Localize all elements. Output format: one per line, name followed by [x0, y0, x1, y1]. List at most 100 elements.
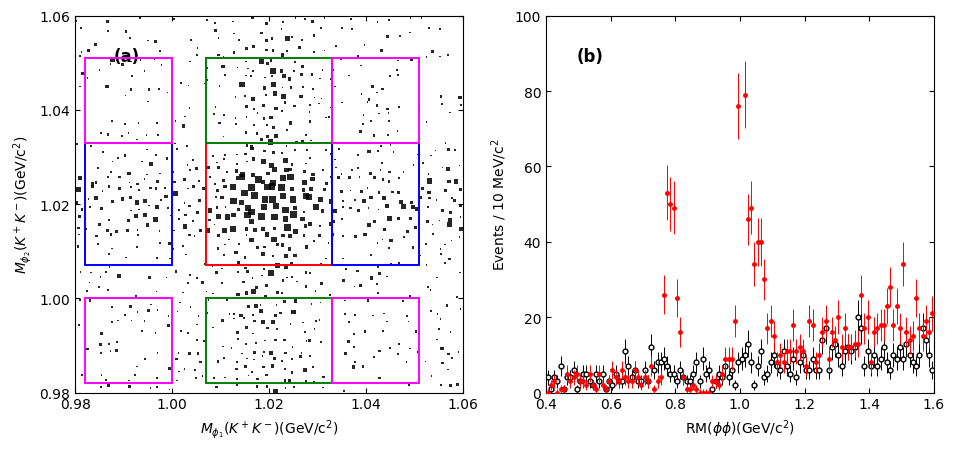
Point	[249, 340, 264, 347]
Point	[350, 152, 365, 159]
Point	[177, 114, 192, 121]
Point	[82, 204, 98, 212]
Point	[380, 106, 395, 113]
Point	[277, 207, 293, 214]
Point	[234, 199, 250, 207]
Point	[278, 157, 293, 165]
Point	[230, 269, 246, 276]
Point	[122, 383, 138, 390]
Point	[103, 348, 119, 355]
Point	[287, 383, 302, 391]
Point	[93, 273, 108, 281]
Point	[276, 73, 292, 80]
Point	[372, 270, 387, 277]
Point	[111, 272, 126, 280]
Point	[266, 48, 281, 55]
Point	[265, 36, 280, 43]
Point	[105, 199, 120, 206]
Point	[411, 105, 426, 112]
Point	[293, 350, 309, 357]
Point	[259, 372, 274, 379]
Point	[441, 179, 456, 186]
Point	[229, 161, 245, 168]
Point	[129, 213, 144, 220]
Point	[435, 345, 450, 352]
Point	[314, 96, 329, 103]
Point	[195, 373, 210, 380]
Point	[420, 218, 435, 226]
Point	[452, 95, 467, 102]
Point	[432, 54, 447, 61]
Point	[239, 226, 254, 233]
Point	[382, 216, 398, 223]
Point	[313, 76, 328, 83]
Point	[318, 180, 334, 188]
Point	[244, 143, 259, 151]
Point	[99, 227, 115, 235]
Point	[210, 359, 226, 366]
Point	[105, 158, 120, 166]
Point	[288, 252, 303, 259]
Point	[231, 259, 247, 267]
Point	[183, 272, 198, 279]
Point	[176, 289, 191, 296]
Point	[315, 384, 331, 391]
Point	[122, 35, 138, 42]
Point	[298, 161, 314, 168]
Point	[239, 159, 254, 166]
Point	[315, 373, 331, 381]
Point	[73, 53, 88, 60]
Point	[374, 160, 389, 167]
Point	[267, 214, 282, 221]
Point	[280, 225, 295, 232]
Point	[391, 215, 406, 222]
Point	[229, 152, 245, 159]
Point	[323, 198, 338, 206]
Point	[341, 319, 357, 326]
Bar	[206, 299, 333, 383]
Point	[95, 262, 110, 269]
Point	[419, 54, 434, 61]
Point	[222, 310, 237, 318]
Point	[370, 290, 385, 297]
Point	[444, 237, 459, 244]
Point	[308, 288, 323, 295]
Point	[453, 306, 468, 313]
Point	[347, 197, 362, 204]
Point	[336, 255, 351, 262]
Point	[74, 49, 89, 56]
Point	[274, 290, 290, 297]
Point	[429, 274, 445, 281]
Point	[137, 198, 152, 205]
Point	[120, 130, 136, 138]
Point	[392, 33, 407, 41]
Point	[420, 284, 435, 291]
Point	[424, 152, 439, 160]
Point	[374, 143, 389, 150]
Point	[238, 59, 253, 66]
Point	[357, 198, 372, 205]
Point	[200, 310, 215, 317]
Point	[419, 120, 434, 127]
Point	[130, 227, 145, 235]
Point	[297, 328, 313, 336]
Point	[233, 313, 249, 320]
Point	[295, 187, 311, 194]
Point	[245, 312, 260, 319]
Point	[335, 216, 350, 223]
Point	[284, 84, 299, 92]
Point	[337, 311, 353, 318]
Point	[192, 198, 207, 205]
Point	[154, 197, 169, 204]
Point	[74, 25, 89, 32]
Point	[439, 302, 454, 309]
Point	[162, 365, 177, 373]
Point	[313, 197, 328, 204]
Point	[247, 122, 262, 129]
Point	[424, 221, 440, 229]
Point	[278, 385, 293, 392]
Point	[274, 357, 290, 364]
Y-axis label: $M_{\phi_2}(K^+K^-)(\mathrm{GeV/c}^2)$: $M_{\phi_2}(K^+K^-)(\mathrm{GeV/c}^2)$	[11, 136, 34, 274]
Point	[167, 190, 183, 198]
Point	[172, 207, 187, 214]
